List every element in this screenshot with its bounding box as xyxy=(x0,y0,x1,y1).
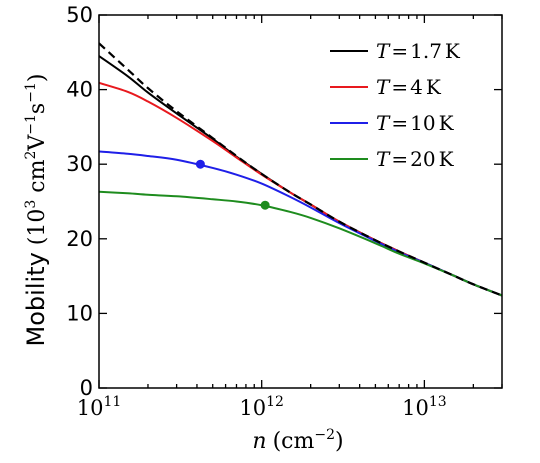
legend: T = 1.7 K T = 4 K T = 10 K T = 20 K xyxy=(330,39,461,171)
x-axis-title: n (cm−2) xyxy=(252,427,343,454)
legend-label-T-4: T = 4 K xyxy=(376,75,442,99)
x-axis-unit-exponent: −2 xyxy=(314,427,335,443)
series-marker-T-10 xyxy=(195,159,205,169)
series-line-T-1_7 xyxy=(99,55,502,297)
plot-lines xyxy=(99,42,502,297)
y-axis-unit-1: (10 xyxy=(25,209,50,246)
x-tick-label: 1013 xyxy=(402,394,447,420)
y-tick-label: 50 xyxy=(66,3,93,27)
y-axis-unit-3: V xyxy=(25,134,50,152)
legend-label-T-1_7: T = 1.7 K xyxy=(376,39,461,63)
series-line-dashed xyxy=(99,42,502,297)
series-line-T-10 xyxy=(99,150,502,297)
x-axis-symbol: n xyxy=(252,429,266,454)
y-axis-unit-exp-3: −1 xyxy=(23,114,39,135)
x-tick-label: 1012 xyxy=(239,394,284,420)
y-axis-unit-exp-4: −1 xyxy=(23,82,39,103)
y-axis-unit-exp-1: 3 xyxy=(23,200,39,209)
y-axis-title: Mobility(103 cm2V−1s−1) xyxy=(22,74,50,347)
legend-label-T-20: T = 20 K xyxy=(376,147,455,171)
x-axis-unit-close: ) xyxy=(335,429,344,454)
series-markers xyxy=(195,159,270,210)
x-axis-unit: (cm xyxy=(273,429,315,454)
y-tick-label: 20 xyxy=(66,227,93,251)
legend-label-T-10: T = 10 K xyxy=(376,111,455,135)
y-axis-word: Mobility xyxy=(22,252,50,346)
y-axis-unit-exp-2: 2 xyxy=(23,151,39,160)
y-axis-unit-4: s xyxy=(25,103,50,114)
axis-ticks xyxy=(98,14,503,389)
series-line-T-20 xyxy=(99,190,502,297)
y-tick-label: 30 xyxy=(66,152,93,176)
y-tick-label: 40 xyxy=(66,78,93,102)
x-tick-label: 1011 xyxy=(77,394,122,420)
y-axis-unit-close: ) xyxy=(25,74,50,83)
plot-frame xyxy=(98,14,503,389)
y-axis-unit-2: cm xyxy=(25,159,50,199)
y-tick-label: 0 xyxy=(80,376,93,400)
y-tick-label: 10 xyxy=(66,301,93,325)
series-marker-T-20 xyxy=(260,200,270,210)
axis-tick-labels: 0 10 20 30 40 50 1011 1012 1013 xyxy=(66,3,446,420)
